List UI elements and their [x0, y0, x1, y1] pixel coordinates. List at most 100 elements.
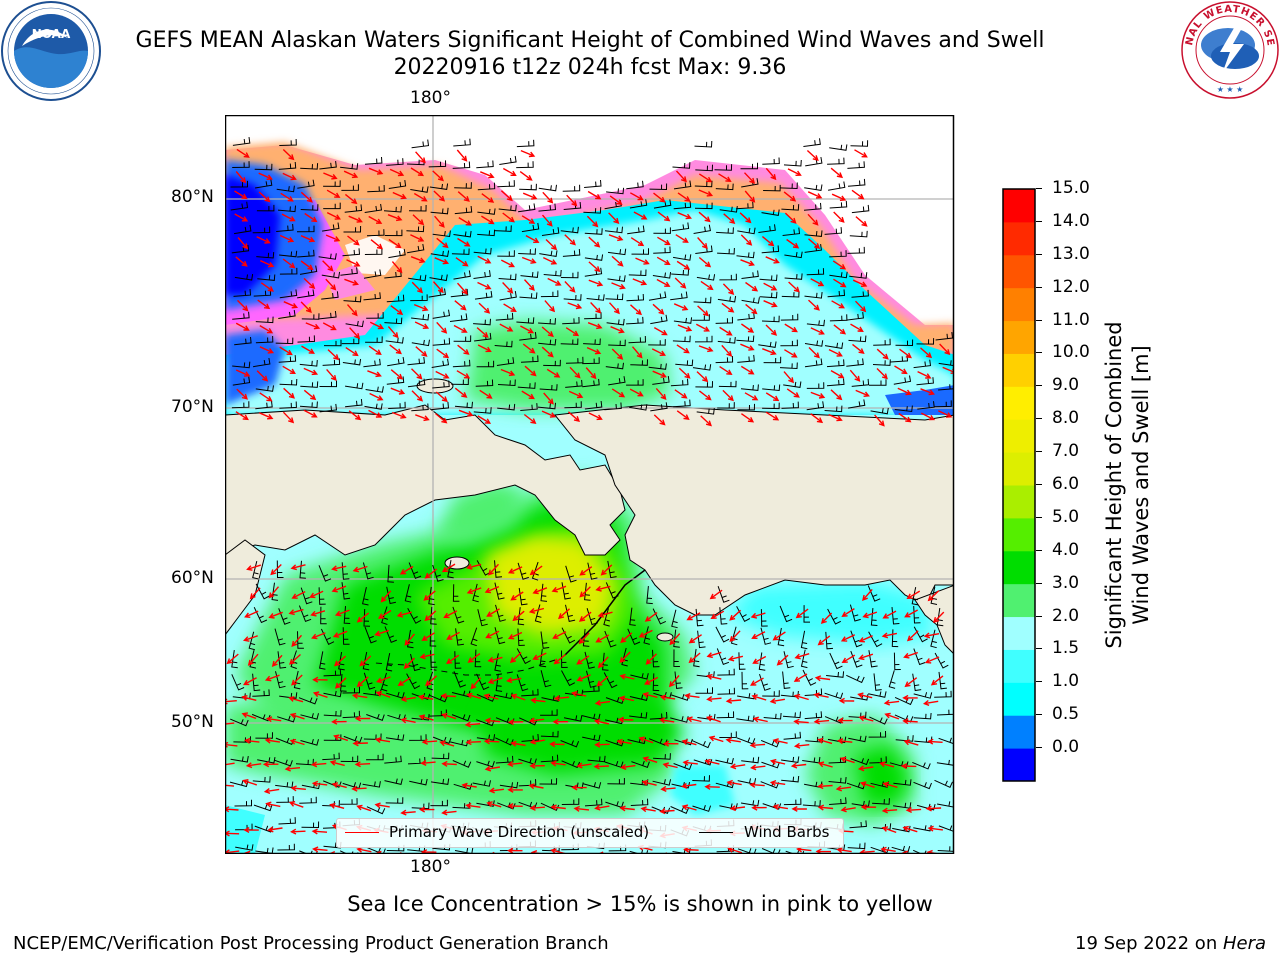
wind-barb	[366, 312, 384, 319]
wind-barb	[454, 401, 473, 409]
wind-barb	[740, 799, 760, 807]
wind-barb	[428, 160, 447, 168]
wave-arrow	[359, 655, 372, 667]
wave-arrow	[441, 712, 457, 720]
wave-arrow	[841, 654, 856, 664]
wave-arrow	[721, 302, 735, 313]
wave-arrow	[507, 802, 523, 810]
wave-arrow	[356, 612, 370, 623]
wind-barb	[804, 184, 823, 191]
wave-arrow	[529, 762, 545, 769]
wind-legend-line	[699, 832, 733, 833]
wave-arrow	[322, 322, 337, 331]
wind-barb	[386, 158, 404, 166]
wave-arrow	[839, 756, 855, 764]
wave-arrow	[257, 299, 271, 310]
wind-barb	[714, 164, 733, 171]
wave-arrow	[411, 390, 424, 402]
wind-barb	[539, 250, 558, 257]
wind-barb	[692, 740, 711, 749]
wave-arrow	[311, 828, 328, 835]
wave-arrow	[300, 191, 313, 203]
wave-arrow	[793, 693, 809, 701]
wave-arrow	[532, 652, 547, 660]
wind-barb	[758, 652, 766, 671]
wave-arrow	[749, 742, 766, 749]
wave-arrow	[642, 692, 658, 698]
wind-barb	[717, 668, 735, 676]
wind-barb	[323, 669, 342, 677]
wave-arrow	[817, 804, 834, 811]
wave-arrow	[588, 279, 604, 287]
wind-barb	[318, 565, 332, 582]
wave-arrow	[706, 696, 722, 703]
wind-barb	[453, 270, 471, 280]
wave-arrow	[743, 172, 756, 184]
wind-barb	[279, 267, 298, 275]
wind-barb	[736, 715, 755, 722]
wind-barb	[232, 137, 251, 146]
wind-barb	[604, 226, 623, 234]
wave-arrow	[769, 697, 786, 704]
wave-arrow	[466, 692, 482, 700]
wave-arrow	[808, 299, 820, 311]
wind-barb	[365, 386, 384, 393]
wind-barb	[563, 715, 583, 722]
wind-barb	[537, 402, 556, 410]
wind-barb	[366, 713, 385, 721]
wave-arrow	[597, 656, 609, 669]
wave-arrow	[608, 302, 620, 315]
wave-arrow	[260, 282, 274, 292]
wind-barb	[582, 628, 590, 647]
wave-arrow	[507, 566, 523, 574]
wind-barb	[891, 845, 911, 853]
svg-text:★ ★ ★: ★ ★ ★	[1217, 85, 1244, 94]
wave-arrow	[483, 693, 499, 700]
wind-barb	[255, 400, 273, 410]
wind-barb	[782, 227, 801, 236]
wave-arrow	[586, 215, 599, 228]
wind-barb	[911, 586, 919, 606]
wind-barb	[251, 713, 271, 722]
wave-arrow	[876, 348, 889, 360]
wind-barb	[276, 560, 284, 578]
colorbar-segment	[1003, 189, 1035, 223]
wave-arrow	[553, 653, 566, 665]
wind-barb	[300, 738, 319, 746]
wave-arrow	[719, 326, 733, 336]
wind-barb	[736, 251, 755, 259]
colorbar-tick-label: 1.0	[1052, 671, 1080, 692]
wave-arrow	[478, 302, 491, 314]
wave-arrow	[838, 697, 855, 704]
wind-barb	[648, 291, 667, 301]
wind-barb	[519, 332, 537, 341]
wave-arrow	[289, 712, 305, 720]
wave-arrow	[259, 346, 275, 354]
wave-arrow	[309, 590, 324, 599]
wave-arrow	[904, 677, 918, 688]
wind-barb	[650, 314, 668, 325]
wave-arrow	[696, 371, 709, 383]
wave-arrow	[553, 695, 570, 702]
wave-arrow	[745, 303, 758, 315]
wind-barb	[673, 254, 692, 261]
wave-arrow	[368, 409, 383, 418]
wave-arrow	[523, 413, 537, 424]
wind-barb	[629, 712, 648, 719]
wind-barb	[607, 778, 625, 785]
wave-arrow	[404, 633, 416, 646]
wave-arrow	[521, 215, 536, 224]
wind-barb	[232, 161, 250, 168]
wind-barb	[297, 335, 316, 343]
wave-arrow	[567, 302, 583, 310]
wave-arrow	[788, 281, 800, 293]
wind-barb	[297, 249, 315, 258]
wave-arrow	[855, 216, 868, 227]
wave-arrow	[434, 215, 445, 228]
wave-arrow	[571, 784, 587, 791]
wave-arrow	[465, 739, 481, 746]
wind-barb	[323, 180, 341, 187]
wave-arrow	[633, 211, 648, 220]
wave-arrow	[354, 761, 371, 768]
wave-arrow	[390, 369, 404, 380]
